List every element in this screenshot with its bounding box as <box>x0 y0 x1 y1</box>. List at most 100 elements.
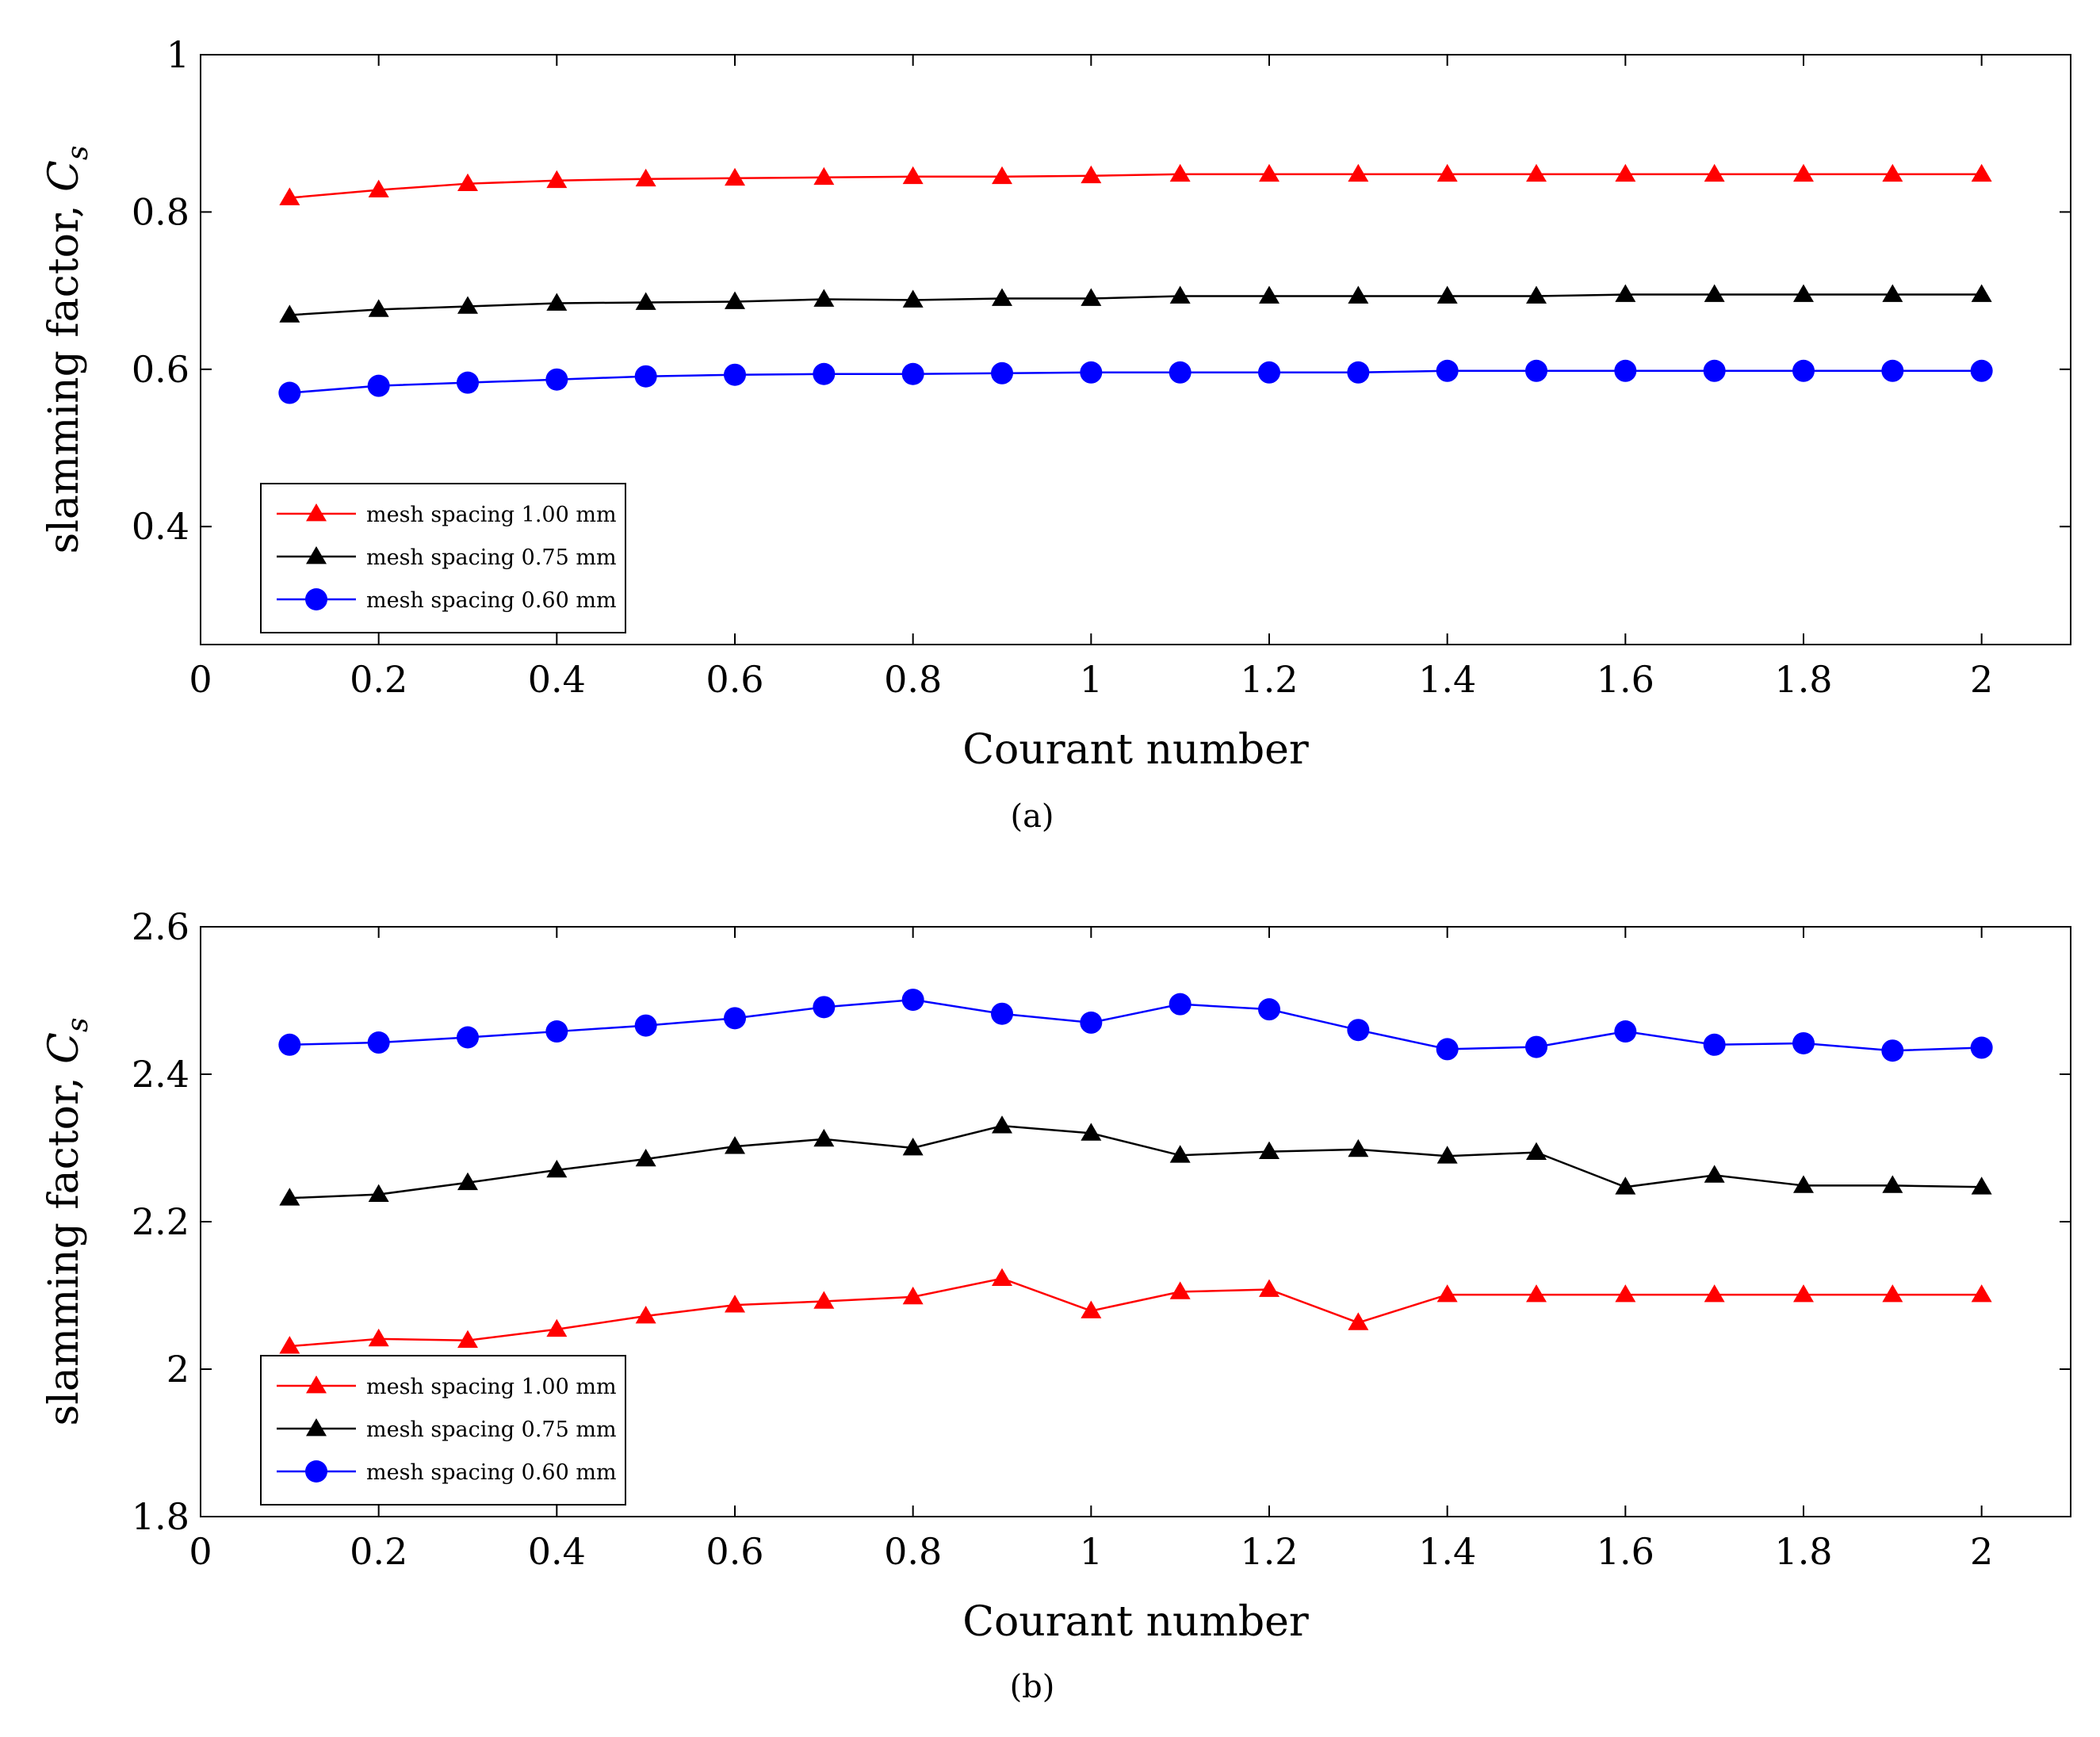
chart-panel-a: 0 0.2 0.4 0.6 0.8 1 1.2 1.4 1.6 1.8 2 0.4 0.6 0.8 1 Cou… <box>40 33 2071 835</box>
legend-label: mesh spacing 0.75 mm <box>366 1418 617 1442</box>
data-point <box>368 299 389 317</box>
x-tick-label: 0 <box>189 1530 212 1573</box>
data-point <box>635 168 656 187</box>
data-point <box>1081 1300 1102 1318</box>
series-0 <box>279 163 1992 205</box>
data-point <box>724 1007 746 1030</box>
chart-panel-b: 0 0.2 0.4 0.6 0.8 1 1.2 1.4 1.6 1.8 2 1.8 2 2.2 2.4 2.6… <box>40 905 2071 1705</box>
data-point <box>1615 163 1636 182</box>
data-point <box>1882 1175 1903 1193</box>
data-point <box>1526 1284 1547 1303</box>
x-tick-label: 0.6 <box>706 658 763 701</box>
data-point <box>813 1128 835 1147</box>
x-tick-label: 2 <box>1970 1530 1993 1573</box>
x-tick-label: 0.4 <box>528 1530 586 1573</box>
data-point <box>1970 359 1993 382</box>
data-point <box>1615 284 1636 302</box>
data-point <box>1971 163 1992 182</box>
data-point <box>279 1336 300 1354</box>
data-point <box>278 381 301 404</box>
legend-marker <box>305 588 327 610</box>
data-point <box>1971 1176 1992 1195</box>
legend-marker <box>306 546 327 564</box>
data-point <box>1526 1142 1547 1160</box>
data-point <box>1347 1019 1370 1042</box>
legend-marker <box>306 1375 327 1394</box>
data-point <box>1436 1146 1458 1164</box>
data-point <box>902 289 924 308</box>
data-point <box>1169 361 1192 384</box>
data-point <box>1081 1123 1102 1141</box>
data-point <box>1081 165 1102 184</box>
data-point <box>635 292 656 310</box>
x-tick-label: 0.2 <box>350 658 407 701</box>
y-axis-label-symbol: C <box>40 1032 88 1064</box>
data-point <box>1615 1176 1636 1195</box>
y-tick-label: 2.2 <box>132 1200 189 1243</box>
x-tick-label: 1.6 <box>1597 658 1654 701</box>
series-2 <box>278 359 1993 404</box>
data-point <box>367 1031 390 1054</box>
data-point <box>368 179 389 197</box>
data-point <box>1971 284 1992 302</box>
data-point <box>1792 359 1815 382</box>
data-point <box>725 167 745 186</box>
data-point <box>457 1172 478 1191</box>
data-point <box>546 293 568 311</box>
x-tick-label: 0.8 <box>884 1530 942 1573</box>
data-point <box>1526 163 1547 182</box>
legend: mesh spacing 1.00 mm mesh spacing 0.75 mm… <box>260 483 626 633</box>
data-point <box>1348 1312 1369 1330</box>
data-point <box>1704 284 1725 302</box>
data-point <box>635 1148 656 1167</box>
data-point <box>1169 1145 1191 1163</box>
data-point <box>1970 1036 1993 1059</box>
data-point <box>992 1268 1012 1286</box>
x-tick-label: 1.8 <box>1774 1530 1832 1573</box>
data-point <box>546 1159 568 1178</box>
data-point <box>546 170 568 189</box>
data-point <box>367 374 390 397</box>
data-point <box>1169 1281 1191 1299</box>
data-point <box>1436 1038 1459 1061</box>
data-point <box>1703 1033 1726 1056</box>
series-1 <box>279 284 1992 323</box>
data-point <box>1436 1284 1458 1303</box>
data-point <box>634 365 657 388</box>
data-point <box>457 296 478 314</box>
data-point <box>1258 361 1280 384</box>
series-line <box>289 369 1982 394</box>
series-line <box>289 173 1982 199</box>
data-point <box>813 166 835 186</box>
data-point <box>902 1286 924 1305</box>
data-point <box>634 1014 657 1037</box>
y-tick-label: 0.8 <box>132 190 189 233</box>
y-tick-label: 2 <box>166 1348 189 1391</box>
x-tick-label: 1.6 <box>1597 1530 1654 1573</box>
series-line <box>289 1124 1982 1199</box>
x-tick-label: 2 <box>1970 658 1993 701</box>
data-point <box>724 363 746 386</box>
x-tick-label: 0.8 <box>884 658 942 701</box>
data-point <box>1881 1039 1904 1062</box>
data-point <box>992 288 1012 306</box>
data-point <box>1259 1279 1280 1297</box>
x-tick-label: 1 <box>1080 658 1103 701</box>
legend-label: mesh spacing 1.00 mm <box>366 1375 617 1399</box>
data-point <box>1080 361 1103 384</box>
data-point <box>1348 163 1369 182</box>
series-2 <box>278 989 1993 1062</box>
data-point <box>368 1184 389 1202</box>
series-line <box>289 1277 1982 1348</box>
x-axis-label: Courant number <box>962 726 1309 774</box>
data-point <box>1259 163 1280 182</box>
panel-caption: (a) <box>1010 798 1054 835</box>
series-line <box>289 293 1982 316</box>
x-tick-label: 1.2 <box>1240 1530 1298 1573</box>
legend-label: mesh spacing 0.60 mm <box>366 588 617 613</box>
x-tick-label: 1.8 <box>1774 658 1832 701</box>
y-tick-label: 1 <box>166 33 189 76</box>
data-point <box>1793 284 1814 302</box>
data-point <box>725 1136 745 1154</box>
x-tick-label: 0.6 <box>706 1530 763 1573</box>
